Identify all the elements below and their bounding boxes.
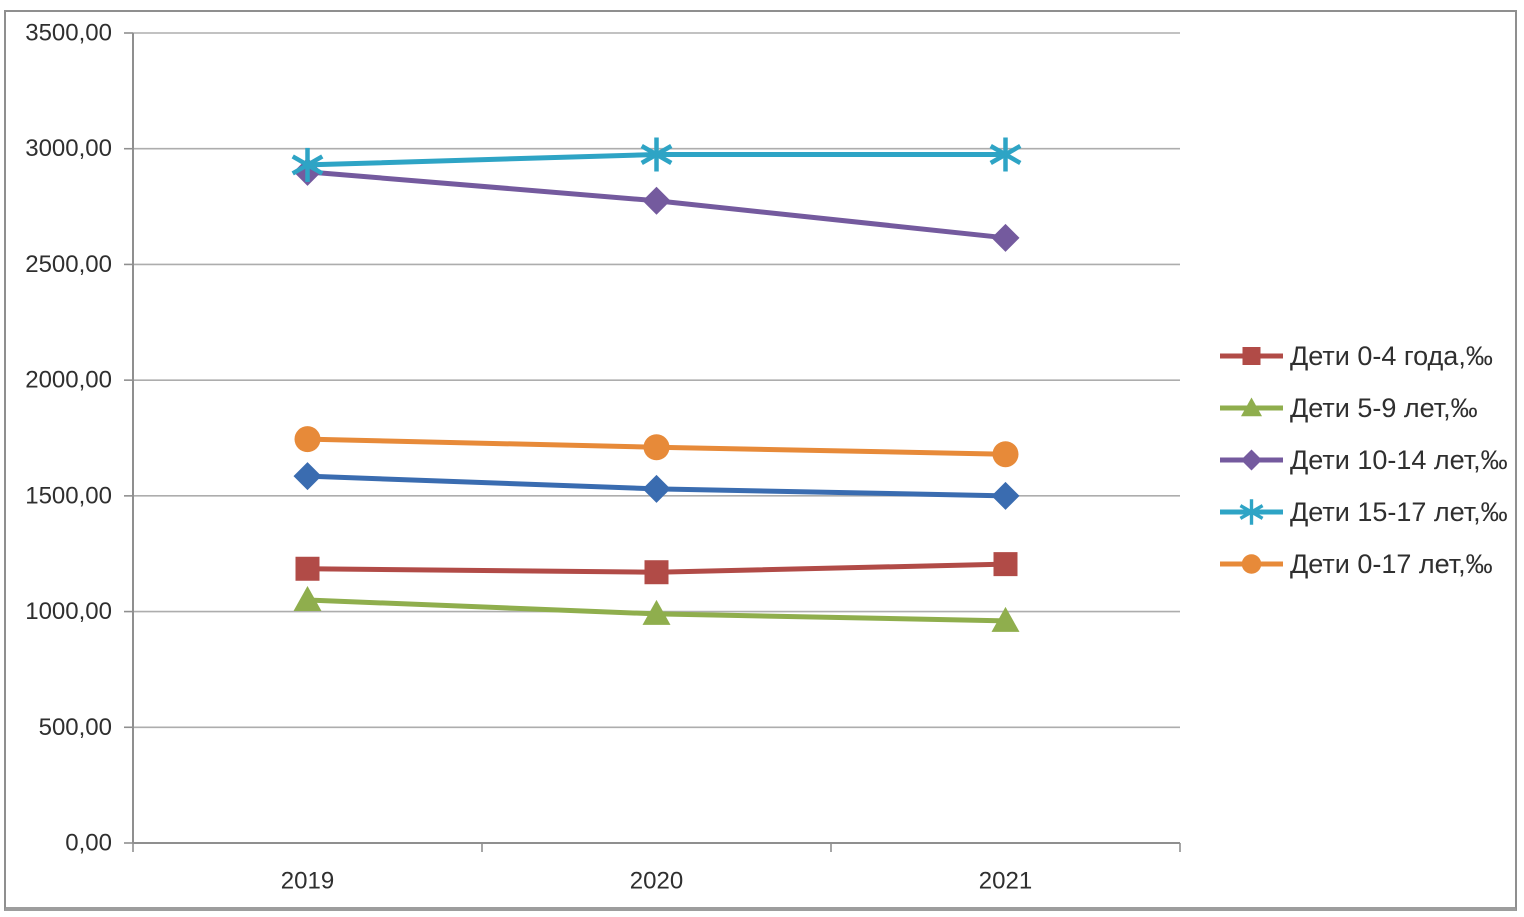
diamond-marker [642, 474, 671, 503]
legend-entry: Дети 0-17 лет,‰ [1220, 549, 1493, 579]
triangle-marker [293, 586, 322, 611]
y-axis-label: 1500,00 [25, 482, 112, 509]
legend-entry: Дети 0-4 года,‰ [1220, 341, 1493, 371]
legend-label: Дети 5-9 лет,‰ [1290, 393, 1478, 423]
asterisk-marker [291, 147, 324, 182]
legend-label: Дети 10-14 лет,‰ [1290, 445, 1508, 475]
x-axis-label: 2019 [281, 868, 334, 895]
series-0 [295, 552, 1018, 585]
x-axis-label: 2021 [979, 868, 1032, 895]
circle-marker [643, 434, 670, 461]
series-5 [293, 462, 1020, 510]
square-marker [295, 556, 320, 581]
legend-entry: Дети 15-17 лет,‰ [1220, 497, 1508, 527]
square-marker [1242, 347, 1261, 365]
legend-entry: Дети 5-9 лет,‰ [1220, 393, 1478, 423]
series-3 [291, 137, 1022, 182]
diamond-marker [642, 186, 671, 215]
triangle-marker [1241, 397, 1262, 417]
y-axis-label: 2500,00 [25, 251, 112, 278]
diamond-marker [1241, 449, 1262, 471]
y-axis-label: 0,00 [65, 830, 112, 857]
square-marker [993, 552, 1018, 577]
x-axis-label: 2020 [630, 868, 683, 895]
asterisk-marker [1239, 499, 1264, 525]
circle-marker [992, 441, 1019, 468]
circle-marker [1241, 554, 1262, 574]
triangle-marker [991, 606, 1020, 632]
asterisk-marker [989, 137, 1022, 172]
legend-label: Дети 0-4 года,‰ [1290, 341, 1493, 371]
series-4 [294, 426, 1019, 468]
y-axis-label: 500,00 [39, 714, 112, 741]
y-axis-label: 1000,00 [25, 598, 112, 625]
y-axis-label: 3500,00 [25, 20, 112, 47]
legend-entry: Дети 10-14 лет,‰ [1220, 445, 1508, 475]
series-2 [293, 157, 1020, 252]
diamond-marker [991, 223, 1020, 252]
y-axis-label: 3000,00 [25, 135, 112, 162]
circle-marker [294, 426, 321, 453]
y-axis-label: 2000,00 [25, 367, 112, 394]
legend-label: Дети 0-17 лет,‰ [1290, 549, 1493, 579]
legend-label: Дети 15-17 лет,‰ [1290, 497, 1508, 527]
diamond-marker [293, 462, 322, 491]
series-1 [293, 586, 1020, 632]
square-marker [644, 560, 669, 585]
asterisk-marker [640, 137, 673, 172]
triangle-marker [642, 599, 671, 625]
diamond-marker [991, 481, 1020, 510]
